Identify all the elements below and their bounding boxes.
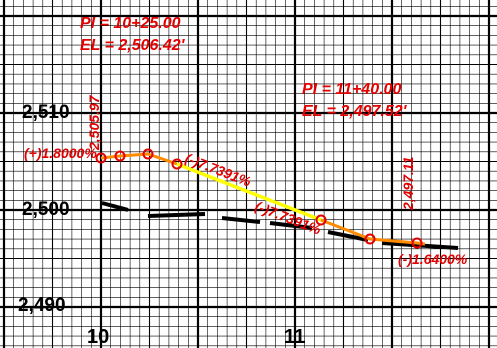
pvi1-station-text: PI = 10+25.00 [80,15,181,32]
profile-point [142,148,154,160]
proposed-profile [95,148,426,249]
profile-point [114,150,126,162]
profile-point [315,214,327,226]
profile-point [171,158,183,170]
pvi1-vertical-elevation: 2,505.97 [86,94,102,151]
proposed-grade-line [100,152,178,166]
grade-label-1: (+)1.8000% [24,145,97,161]
elevation-label-2490: 2,490 [18,295,66,316]
elevation-label-2500: 2,500 [22,199,70,220]
grade-label-2-repeat: (-)7.7391% [253,198,324,238]
station-label-11: 11 [284,326,305,348]
profile-point [364,233,376,245]
grade-label-3: (-)1.6400% [398,251,468,267]
pvi2-station-text: PI = 11+40.00 [302,81,401,98]
profile-point [411,237,423,249]
pvi2-vertical-elevation: 2,497.11 [400,156,416,211]
pvi2-elevation-text: EL = 2,497.52' [302,103,408,120]
pvi1-elevation-text: EL = 2,506.42' [80,37,186,54]
existing-ground-line [101,201,459,250]
profile-point [95,152,107,164]
elevation-label-2510: 2,510 [22,102,70,123]
highlighted-grade-segment [176,162,322,222]
station-label-10: 10 [87,326,109,348]
